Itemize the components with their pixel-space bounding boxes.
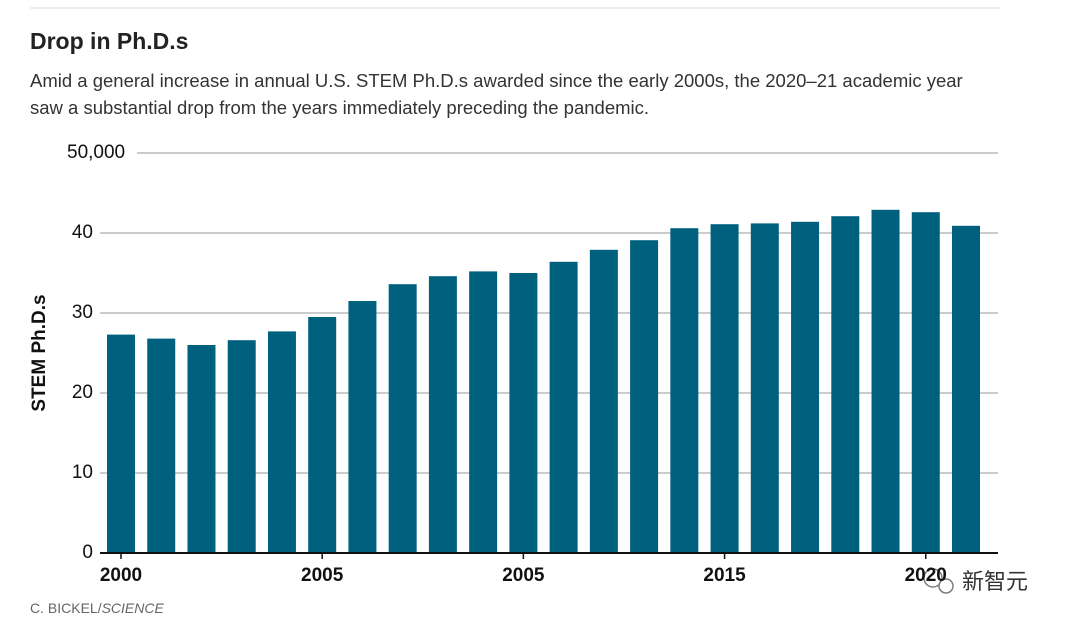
y-tick-label: 0 <box>82 542 93 563</box>
y-tick-label: 30 <box>72 302 93 323</box>
bar <box>187 345 216 553</box>
bar <box>952 225 980 554</box>
x-tick-label: 2015 <box>703 565 746 586</box>
chart-subtitle: Amid a general increase in annual U.S. S… <box>30 70 963 118</box>
bar <box>509 273 538 553</box>
y-tick-label: 10 <box>72 462 93 483</box>
bar <box>871 209 900 554</box>
bar <box>710 224 739 553</box>
bar <box>831 216 860 553</box>
bar <box>348 301 377 553</box>
x-tick-label: 2005 <box>502 565 545 586</box>
bar <box>107 334 135 553</box>
x-tick-label: 2000 <box>100 565 142 586</box>
bar <box>911 212 940 553</box>
x-tick-label: 2020 <box>905 565 947 586</box>
bar <box>227 340 256 553</box>
bar <box>308 317 337 553</box>
bar <box>670 228 699 553</box>
credit-source: SCIENCE <box>102 600 165 616</box>
y-tick-label: 20 <box>72 382 93 403</box>
watermark: 新智元 <box>962 569 1028 594</box>
y-tick-label: 50,000 <box>67 142 125 163</box>
credit-author: C. BICKEL/ <box>30 600 102 616</box>
bar <box>750 223 779 553</box>
credit: C. BICKEL/SCIENCE <box>30 600 164 616</box>
bar <box>428 276 457 553</box>
bar <box>147 338 176 553</box>
bar <box>469 271 498 553</box>
chart-title: Drop in Ph.D.s <box>30 28 189 54</box>
watermark-icon <box>923 568 954 594</box>
bar <box>791 221 820 554</box>
bar <box>549 261 578 553</box>
bar <box>388 284 417 553</box>
y-axis-label: STEM Ph.D.s <box>29 294 50 411</box>
bar <box>630 240 659 553</box>
bar <box>589 249 618 554</box>
x-tick-label: 2005 <box>301 565 344 586</box>
y-tick-label: 40 <box>72 222 93 243</box>
bar <box>267 331 296 553</box>
